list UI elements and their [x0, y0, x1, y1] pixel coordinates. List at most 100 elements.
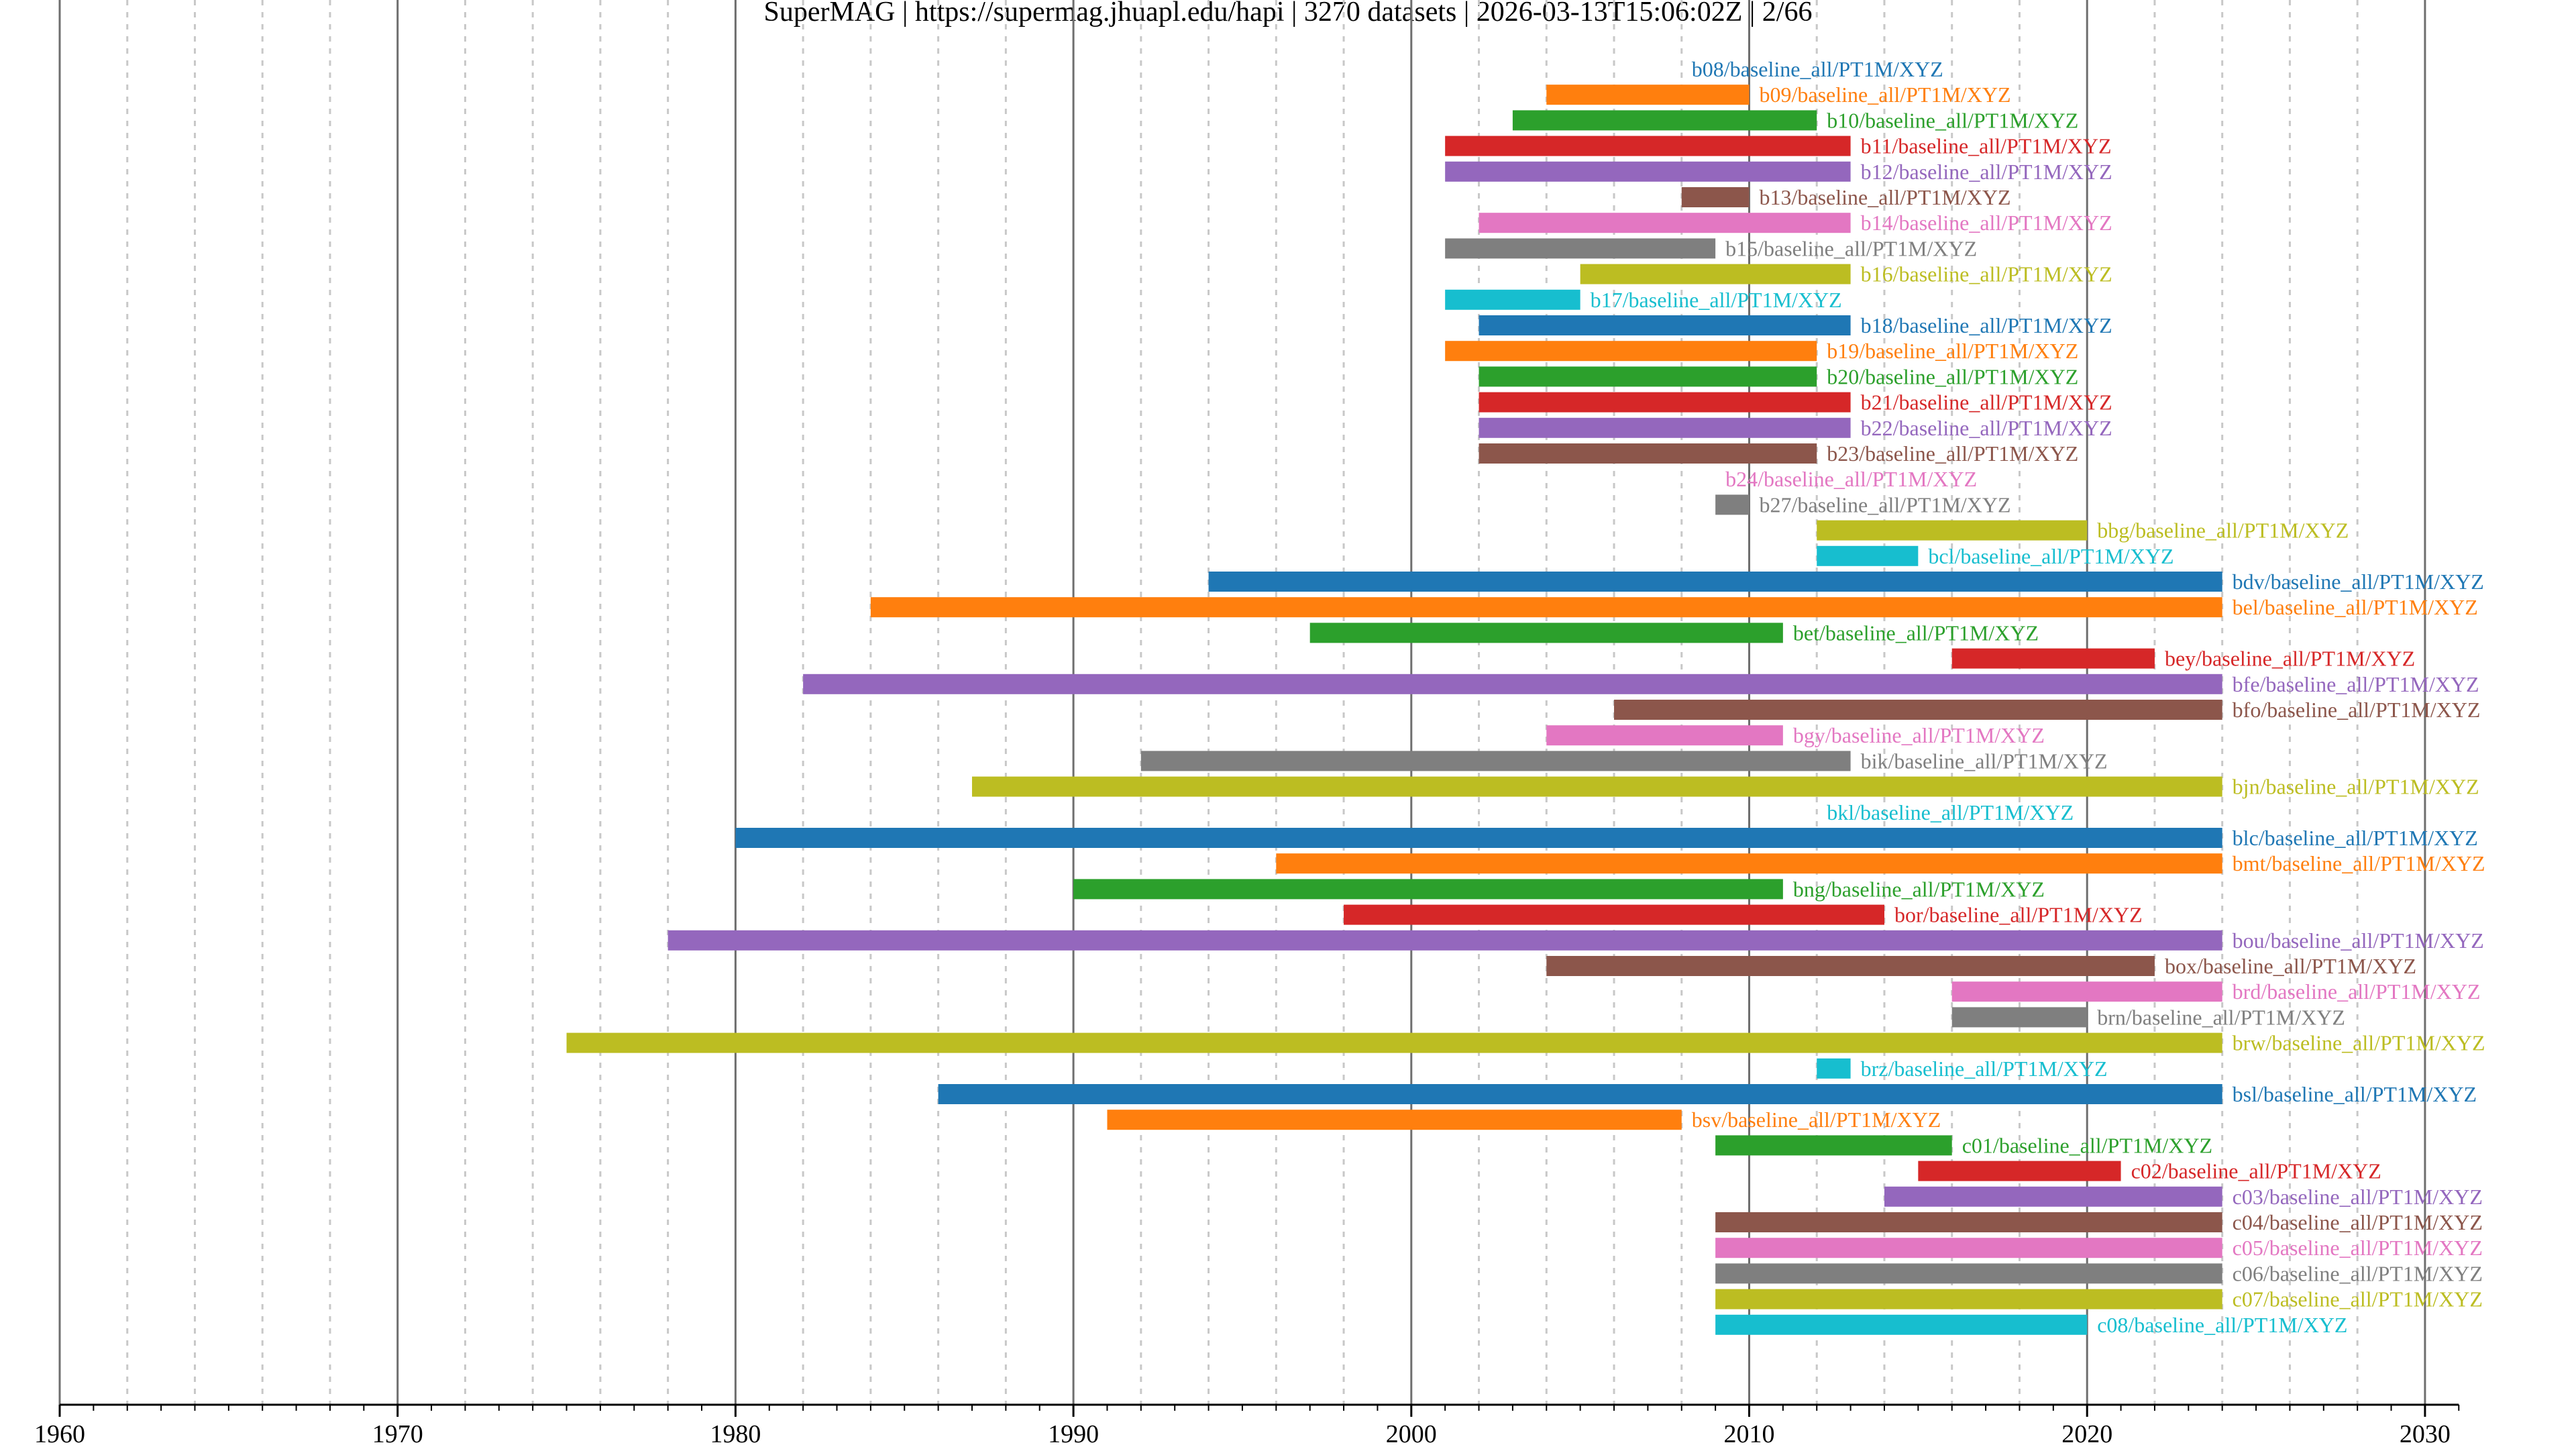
bar-label: b27/baseline_all/PT1M/XYZ [1760, 492, 2011, 517]
bar-label: box/baseline_all/PT1M/XYZ [2165, 954, 2416, 978]
timeline-bar [1208, 572, 2222, 592]
timeline-bar [1817, 545, 1919, 566]
timeline-bar [1884, 1186, 2222, 1207]
bar-label: c05/baseline_all/PT1M/XYZ [2233, 1236, 2483, 1260]
x-tick-label: 1960 [34, 1420, 85, 1448]
timeline-bar [1479, 213, 1851, 233]
x-tick-label: 2030 [2400, 1420, 2451, 1448]
bar-label: blc/baseline_all/PT1M/XYZ [2233, 826, 2478, 850]
bar-label: c01/baseline_all/PT1M/XYZ [1962, 1133, 2212, 1157]
timeline-bar [1445, 238, 1716, 259]
timeline-bar [971, 776, 2222, 797]
bar-label: brw/baseline_all/PT1M/XYZ [2233, 1031, 2485, 1055]
x-tick-label: 2020 [2061, 1420, 2112, 1448]
timeline-bar [1445, 136, 1851, 156]
bar-label: b21/baseline_all/PT1M/XYZ [1861, 390, 2112, 415]
timeline-bar [1614, 700, 2222, 720]
timeline-bar [1479, 366, 1817, 387]
bar-label: b23/baseline_all/PT1M/XYZ [1827, 441, 2078, 466]
bar-label: bsl/baseline_all/PT1M/XYZ [2233, 1082, 2477, 1106]
timeline-bar [1681, 187, 1750, 207]
bar-label: c07/baseline_all/PT1M/XYZ [2233, 1287, 2483, 1311]
timeline-bar [1715, 1135, 1952, 1156]
x-tick-label: 2000 [1386, 1420, 1437, 1448]
timeline-bar [1107, 1110, 1682, 1130]
x-tick-label: 2010 [1724, 1420, 1775, 1448]
bar-label: c08/baseline_all/PT1M/XYZ [2097, 1313, 2347, 1337]
bar-label: bor/baseline_all/PT1M/XYZ [1894, 903, 2143, 927]
bar-label: bbg/baseline_all/PT1M/XYZ [2097, 519, 2349, 543]
timeline-bar [1546, 725, 1783, 746]
bar-label: b08/baseline_all/PT1M/XYZ [1692, 57, 1943, 81]
timeline-bar [1309, 623, 1783, 643]
timeline-bar [566, 1032, 2222, 1053]
timeline-bar [1546, 85, 1750, 105]
timeline-bar [667, 930, 2222, 951]
bar-label: b18/baseline_all/PT1M/XYZ [1861, 313, 2112, 337]
timeline-bar [1344, 904, 1884, 925]
timeline-bar [1817, 520, 2088, 541]
timeline-bar [1951, 648, 2155, 669]
bar-label: b14/baseline_all/PT1M/XYZ [1861, 211, 2112, 235]
timeline-bar [1951, 981, 2222, 1002]
timeline-bar [1715, 1289, 2222, 1309]
timeline-bar [1580, 264, 1851, 284]
bar-label: c02/baseline_all/PT1M/XYZ [2131, 1159, 2381, 1183]
bar-label: b15/baseline_all/PT1M/XYZ [1725, 236, 1977, 260]
bar-label: b12/baseline_all/PT1M/XYZ [1861, 160, 2112, 184]
bar-label: bfe/baseline_all/PT1M/XYZ [2233, 672, 2479, 696]
bar-label: b19/baseline_all/PT1M/XYZ [1827, 339, 2078, 363]
timeline-bar [1817, 1058, 1851, 1079]
bar-label: bel/baseline_all/PT1M/XYZ [2233, 595, 2478, 619]
timeline-bar [1140, 751, 1851, 771]
bar-label: bgy/baseline_all/PT1M/XYZ [1793, 723, 2045, 747]
timeline-bar [1073, 879, 1783, 900]
bar-label: bfo/baseline_all/PT1M/XYZ [2233, 698, 2481, 722]
timeline-bar [1512, 110, 1817, 131]
bar-label: bdv/baseline_all/PT1M/XYZ [2233, 570, 2484, 594]
timeline-bar [1715, 1263, 2222, 1284]
timeline-bar [1715, 1212, 2222, 1232]
timeline-bar [1546, 956, 2155, 976]
timeline-bar [1918, 1161, 2121, 1181]
timeline-bar [1276, 853, 2222, 874]
bar-label: b22/baseline_all/PT1M/XYZ [1861, 416, 2112, 440]
bar-label: c04/baseline_all/PT1M/XYZ [2233, 1210, 2483, 1234]
timeline-bar [938, 1084, 2222, 1104]
bar-label: bjn/baseline_all/PT1M/XYZ [2233, 775, 2479, 799]
x-tick-label: 1990 [1048, 1420, 1099, 1448]
bar-label: b24/baseline_all/PT1M/XYZ [1725, 467, 1977, 491]
bar-label: bik/baseline_all/PT1M/XYZ [1861, 749, 2108, 773]
timeline-bar [1479, 315, 1851, 335]
timeline-bar [870, 597, 2222, 618]
bar-label: bng/baseline_all/PT1M/XYZ [1793, 877, 2045, 901]
timeline-bar [1951, 1007, 2088, 1028]
bar-label: bey/baseline_all/PT1M/XYZ [2165, 647, 2415, 671]
x-tick-label: 1980 [710, 1420, 761, 1448]
timeline-bar [1445, 289, 1580, 310]
timeline-bar [1445, 341, 1817, 362]
timeline-bar [1715, 494, 1750, 515]
timeline-bar [1479, 417, 1851, 438]
bar-label: bou/baseline_all/PT1M/XYZ [2233, 928, 2484, 953]
bar-label: bcl/baseline_all/PT1M/XYZ [1928, 544, 2174, 568]
timeline-bar [1715, 1314, 2088, 1335]
timeline-bar [1479, 392, 1851, 413]
bar-label: bet/baseline_all/PT1M/XYZ [1793, 621, 2039, 645]
bar-label: bsv/baseline_all/PT1M/XYZ [1692, 1108, 1941, 1132]
timeline-bar [1445, 161, 1851, 182]
bar-label: b09/baseline_all/PT1M/XYZ [1760, 83, 2011, 107]
bar-label: brd/baseline_all/PT1M/XYZ [2233, 979, 2481, 1004]
bar-label: b13/baseline_all/PT1M/XYZ [1760, 185, 2011, 209]
timeline-bar [803, 674, 2222, 694]
timeline-bar [1715, 1238, 2222, 1258]
bar-label: brn/baseline_all/PT1M/XYZ [2097, 1005, 2345, 1029]
x-tick-label: 1970 [372, 1420, 423, 1448]
bar-label: b20/baseline_all/PT1M/XYZ [1827, 364, 2078, 388]
bar-label: bmt/baseline_all/PT1M/XYZ [2233, 851, 2485, 875]
bar-label: bkl/baseline_all/PT1M/XYZ [1827, 800, 2074, 824]
bar-label: b16/baseline_all/PT1M/XYZ [1861, 262, 2112, 286]
timeline-bar [735, 828, 2222, 848]
timeline-bar [1479, 443, 1817, 464]
